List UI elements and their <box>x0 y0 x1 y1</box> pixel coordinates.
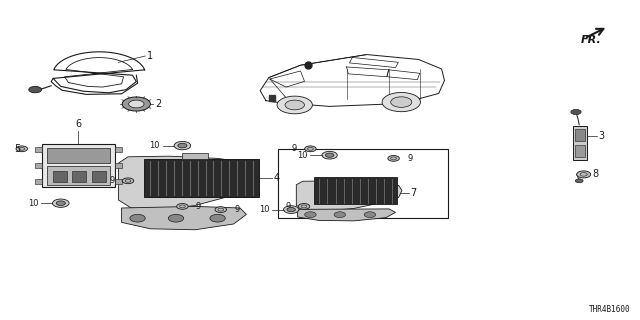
Bar <box>53 171 67 182</box>
Text: 1: 1 <box>147 51 154 61</box>
Text: 10: 10 <box>28 199 38 208</box>
Bar <box>115 179 122 184</box>
Circle shape <box>325 153 334 157</box>
Circle shape <box>287 207 296 212</box>
Polygon shape <box>296 181 402 211</box>
Circle shape <box>284 206 299 213</box>
Bar <box>115 163 122 168</box>
Circle shape <box>210 214 225 222</box>
Circle shape <box>388 156 399 161</box>
Circle shape <box>168 214 184 222</box>
Circle shape <box>29 86 42 93</box>
Bar <box>47 148 110 163</box>
Circle shape <box>322 151 337 159</box>
Circle shape <box>334 212 346 218</box>
Circle shape <box>571 109 581 115</box>
Text: 10: 10 <box>150 141 160 150</box>
Circle shape <box>129 100 144 108</box>
Circle shape <box>130 214 145 222</box>
Text: 4: 4 <box>273 173 280 183</box>
Circle shape <box>122 97 150 111</box>
Text: 10: 10 <box>259 205 269 214</box>
Text: THR4B1600: THR4B1600 <box>589 305 630 314</box>
Text: 5: 5 <box>14 144 20 154</box>
Circle shape <box>215 207 227 212</box>
Circle shape <box>174 141 191 150</box>
Bar <box>575 145 585 157</box>
Text: 2: 2 <box>156 99 162 109</box>
Bar <box>42 144 115 187</box>
Circle shape <box>390 97 412 108</box>
Polygon shape <box>122 206 246 230</box>
Polygon shape <box>298 209 396 221</box>
Bar <box>47 166 110 185</box>
Circle shape <box>305 212 316 218</box>
Text: 9: 9 <box>292 144 297 153</box>
Circle shape <box>364 212 376 218</box>
Text: 10: 10 <box>298 151 308 160</box>
Text: 6: 6 <box>76 119 81 129</box>
Circle shape <box>298 204 310 209</box>
Text: 7: 7 <box>410 188 417 198</box>
Text: 9: 9 <box>285 202 291 211</box>
Circle shape <box>382 92 420 112</box>
Bar <box>314 177 397 204</box>
Circle shape <box>56 201 65 205</box>
Bar <box>35 179 42 184</box>
Bar <box>35 147 42 152</box>
Text: 9: 9 <box>234 205 239 214</box>
Circle shape <box>305 146 316 152</box>
Circle shape <box>178 143 187 148</box>
Text: 9: 9 <box>196 202 201 211</box>
Bar <box>575 129 585 141</box>
Bar <box>278 149 448 218</box>
Text: 3: 3 <box>598 131 605 141</box>
Circle shape <box>577 171 591 178</box>
Circle shape <box>122 178 134 184</box>
Text: FR.: FR. <box>581 35 602 45</box>
Bar <box>144 159 259 197</box>
Text: 9: 9 <box>407 154 412 163</box>
Bar <box>92 171 106 182</box>
Bar <box>182 153 208 159</box>
Circle shape <box>285 100 305 110</box>
Polygon shape <box>118 156 259 210</box>
Bar <box>115 147 122 152</box>
Bar <box>35 163 42 168</box>
Bar <box>72 171 86 182</box>
Circle shape <box>575 179 583 183</box>
Bar <box>573 126 587 160</box>
Circle shape <box>177 204 188 209</box>
Circle shape <box>52 199 69 207</box>
Circle shape <box>277 96 312 114</box>
Text: 9: 9 <box>109 176 115 185</box>
Circle shape <box>16 146 28 152</box>
Text: 8: 8 <box>593 169 599 180</box>
